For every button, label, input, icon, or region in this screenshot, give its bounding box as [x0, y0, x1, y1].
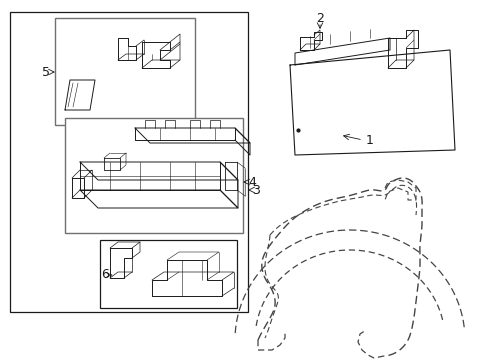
Bar: [100, 240, 237, 308]
Text: 5: 5: [42, 66, 50, 78]
Text: 1: 1: [366, 134, 373, 147]
Bar: [55, 18, 195, 125]
Bar: [10, 12, 247, 312]
Text: 4: 4: [247, 175, 255, 189]
Text: 3: 3: [251, 184, 260, 197]
Text: 2: 2: [315, 12, 323, 24]
Text: 6: 6: [101, 269, 109, 282]
Bar: [65, 118, 243, 233]
